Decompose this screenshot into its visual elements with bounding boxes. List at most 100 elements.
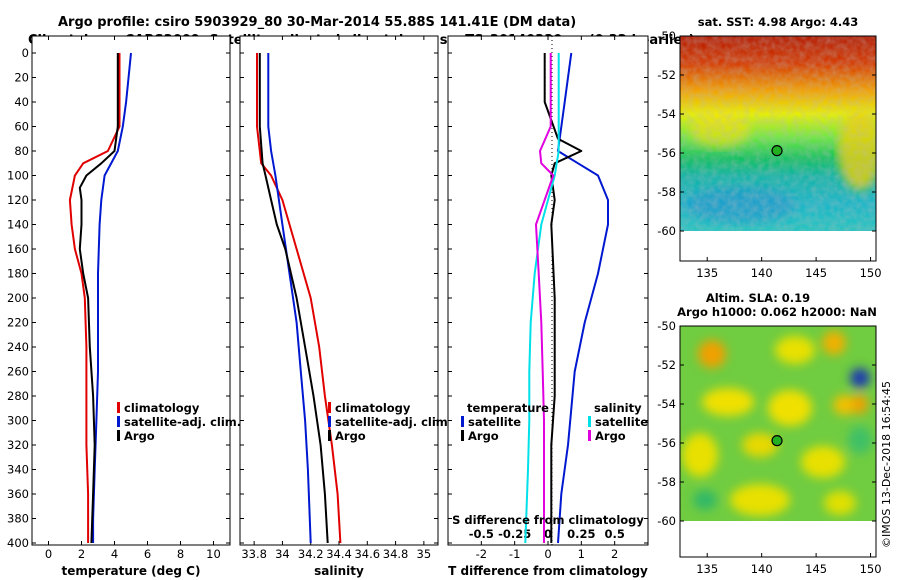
sst-map-title: sat. SST: 4.98 Argo: 4.43: [698, 15, 858, 29]
lon-tick-label: 150: [860, 562, 882, 576]
sst-no-data: [680, 231, 876, 261]
lat-tick-label: -54: [657, 107, 676, 121]
lat-tick-label: -54: [657, 397, 676, 411]
x-tick-label: 35: [417, 547, 432, 561]
difference-axes-frame: [447, 35, 649, 546]
x-tick-label: 8: [177, 547, 184, 561]
lon-tick-label: 145: [805, 562, 827, 576]
legend-salinity-title: salinity: [594, 401, 642, 415]
title-line-1: Argo profile: csiro 5903929_80 30-Mar-20…: [58, 15, 576, 30]
s-tick-label: 0.25: [567, 527, 595, 541]
difference-series: [524, 52, 609, 544]
legend-sal-satellite: satellite: [595, 415, 648, 429]
lat-tick-label: -50: [657, 29, 676, 43]
legend-climatology: climatology: [335, 401, 411, 415]
depth-tick-label: 360: [7, 487, 29, 501]
lat-tick-label: -52: [657, 68, 676, 82]
legend-satellite-adj: satellite-adj. clim.: [124, 415, 241, 429]
s-tick-label: -0.5: [469, 527, 494, 541]
sst-ticks: -50 -52 -54 -56 -58 -60 135 140 145 150: [657, 29, 881, 280]
x-tick-label: 34.6: [354, 547, 380, 561]
temperature-axes-frame: [31, 35, 231, 546]
difference-xlabel: T difference from climatology: [448, 564, 648, 578]
temperature-legend: climatology satellite-adj. clim. Argo: [117, 401, 241, 443]
depth-tick-label: 280: [7, 389, 29, 403]
difference-legend: temperature satellite Argo salinity sate…: [452, 401, 648, 527]
legend-swatch-sal-satellite: [588, 416, 591, 427]
depth-tick-label: 60: [14, 120, 29, 134]
legend-swatch-climatology: [328, 402, 331, 413]
depth-tick-label: 180: [7, 267, 29, 281]
s-tick-label: 0: [544, 527, 552, 541]
sla-features: [682, 331, 872, 516]
lat-tick-label: -52: [657, 358, 676, 372]
difference-depth-ticks: [448, 52, 648, 544]
s-tick-label: -0.25: [498, 527, 531, 541]
lon-tick-label: 140: [751, 266, 773, 280]
argo-location-marker: [771, 145, 783, 157]
legend-swatch-climatology: [117, 402, 120, 413]
x-tick-label: -2: [476, 547, 487, 561]
x-tick-label: 4: [111, 547, 118, 561]
lat-tick-label: -58: [657, 185, 676, 199]
temperature-panel: 0204060801001201401601802002202402602803…: [7, 35, 241, 578]
lat-tick-label: -60: [657, 514, 676, 528]
salinity-ticks: 33.8 34 34.2 34.4 34.6 34.8 35: [241, 36, 431, 561]
series-line-satellite-adj-clim-: [267, 53, 312, 544]
x-tick-label: 34: [275, 547, 290, 561]
depth-tick-label: 340: [7, 463, 29, 477]
x-tick-label: 34.2: [298, 547, 324, 561]
sla-map-subtitle: Argo h1000: 0.062 h2000: NaN: [677, 305, 877, 319]
difference-panel: -2 -1 0 1 2 -0.5 -0.25 0 0.25 0.5 T difference fr…: [447, 35, 649, 578]
x-tick-label: 33.8: [241, 547, 267, 561]
legend-swatch-sal-argo: [588, 430, 591, 441]
sla-map-frame: [679, 325, 877, 558]
lat-tick-label: -56: [657, 146, 676, 160]
series-line-climatology: [256, 53, 342, 544]
salinity-axes-frame: [239, 35, 439, 546]
sst-heatmap: [680, 36, 876, 231]
lon-tick-label: 135: [696, 562, 718, 576]
sla-heatmap: [680, 326, 876, 521]
series-line-salinity-argo: [535, 53, 555, 543]
series-line-climatology: [68, 53, 121, 543]
legend-temp-satellite: satellite: [468, 415, 521, 429]
sla-map-title: Altim. SLA: 0.19: [706, 291, 810, 305]
lat-tick-label: -56: [657, 436, 676, 450]
salinity-depth-ticks: [240, 52, 438, 544]
x-tick-label: -1: [509, 547, 520, 561]
legend-argo: Argo: [124, 429, 155, 443]
argo-location-marker: [771, 435, 783, 447]
depth-tick-label: 0: [22, 46, 29, 60]
depth-tick-label: 200: [7, 291, 29, 305]
x-tick-label: 10: [206, 547, 221, 561]
series-line-salinity-satellite: [524, 53, 560, 544]
x-tick-label: 2: [78, 547, 85, 561]
depth-tick-label: 140: [7, 218, 29, 232]
temperature-ticks: 0 2 4 6 8 10: [45, 36, 221, 561]
depth-tick-label: 20: [14, 71, 29, 85]
x-tick-label: 0: [544, 547, 551, 561]
salinity-legend: climatology satellite-adj. clim. Argo: [328, 401, 452, 443]
depth-tick-label: 240: [7, 340, 29, 354]
sla-map-panel: Altim. SLA: 0.19 Argo h1000: 0.062 h2000…: [657, 291, 881, 576]
sla-no-data: [680, 521, 876, 557]
salinity-xlabel: salinity: [314, 564, 364, 578]
lon-tick-label: 140: [751, 562, 773, 576]
depth-tick-label: 120: [7, 193, 29, 207]
legend-temperature-title: temperature: [467, 401, 549, 415]
imos-credit: ©IMOS 13-Dec-2018 16:54:45: [880, 381, 893, 548]
sst-map-panel: sat. SST: 4.98 Argo: 4.43 -50 -52 -54 -56 -5…: [657, 15, 881, 280]
depth-tick-label: 380: [7, 512, 29, 526]
legend-argo: Argo: [335, 429, 366, 443]
legend-swatch-temp-argo: [461, 430, 464, 441]
sla-ticks: -50 -52 -54 -56 -58 -60 135 140 145 150: [657, 319, 881, 576]
depth-tick-label: 300: [7, 414, 29, 428]
depth-tick-label: 220: [7, 316, 29, 330]
sst-texture: [680, 36, 876, 231]
legend-swatch-satellite: [328, 416, 331, 427]
legend-swatch-satellite: [117, 416, 120, 427]
lon-tick-label: 135: [696, 266, 718, 280]
x-tick-label: 2: [611, 547, 618, 561]
